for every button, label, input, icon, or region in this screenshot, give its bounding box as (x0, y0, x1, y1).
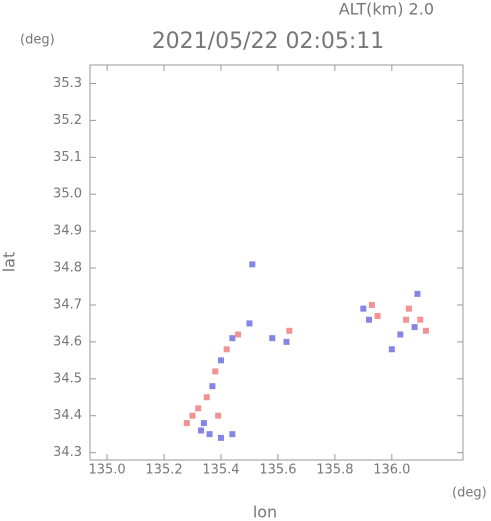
data-point (215, 412, 222, 419)
x-tick-label: 135.4 (202, 463, 239, 478)
data-point (209, 383, 216, 390)
data-point (417, 316, 424, 323)
y-tick-label: 35.0 (53, 187, 82, 202)
x-unit: (deg) (452, 486, 487, 501)
data-point (397, 331, 404, 338)
data-point (414, 290, 421, 297)
data-point (217, 357, 224, 364)
y-tick-label: 35.2 (53, 113, 82, 128)
data-point (217, 434, 224, 441)
y-tick-label: 34.7 (53, 297, 82, 312)
y-tick-label: 34.5 (53, 371, 82, 386)
data-point (286, 327, 293, 334)
data-point (183, 420, 190, 427)
y-tick-label: 35.3 (53, 76, 82, 91)
data-point (195, 405, 202, 412)
x-tick-label: 135.0 (88, 463, 125, 478)
data-point (206, 431, 213, 438)
plot-frame (89, 64, 464, 461)
data-point (405, 305, 412, 312)
data-point (403, 316, 410, 323)
data-point (212, 368, 219, 375)
data-point (422, 327, 429, 334)
data-point (198, 427, 205, 434)
chart-subtitle: ALT(km) 2.0 (339, 0, 434, 19)
x-tick-label: 135.8 (316, 463, 353, 478)
data-point (269, 335, 276, 342)
data-point (223, 346, 230, 353)
y-tick-label: 34.9 (53, 224, 82, 239)
x-axis-label: lon (253, 503, 277, 521)
data-point (246, 320, 253, 327)
data-point (388, 346, 395, 353)
data-point (249, 261, 256, 268)
data-point (283, 338, 290, 345)
data-point (203, 394, 210, 401)
data-point (411, 324, 418, 331)
y-unit: (deg) (20, 33, 55, 48)
y-tick-label: 34.8 (53, 261, 82, 276)
data-point (366, 316, 373, 323)
x-tick-label: 136.0 (373, 463, 410, 478)
data-point (189, 412, 196, 419)
data-point (235, 331, 242, 338)
chart-title: 2021/05/22 02:05:11 (152, 29, 385, 54)
x-tick-label: 135.2 (145, 463, 182, 478)
y-tick-label: 34.3 (53, 445, 82, 460)
y-tick-label: 34.6 (53, 334, 82, 349)
data-point (229, 431, 236, 438)
y-tick-label: 35.1 (53, 150, 82, 165)
data-point (229, 335, 236, 342)
y-tick-label: 34.4 (53, 408, 82, 423)
data-point (200, 420, 207, 427)
x-tick-label: 135.6 (259, 463, 296, 478)
data-point (368, 301, 375, 308)
y-axis-label: lat (0, 252, 19, 273)
data-point (374, 313, 381, 320)
data-point (360, 305, 367, 312)
